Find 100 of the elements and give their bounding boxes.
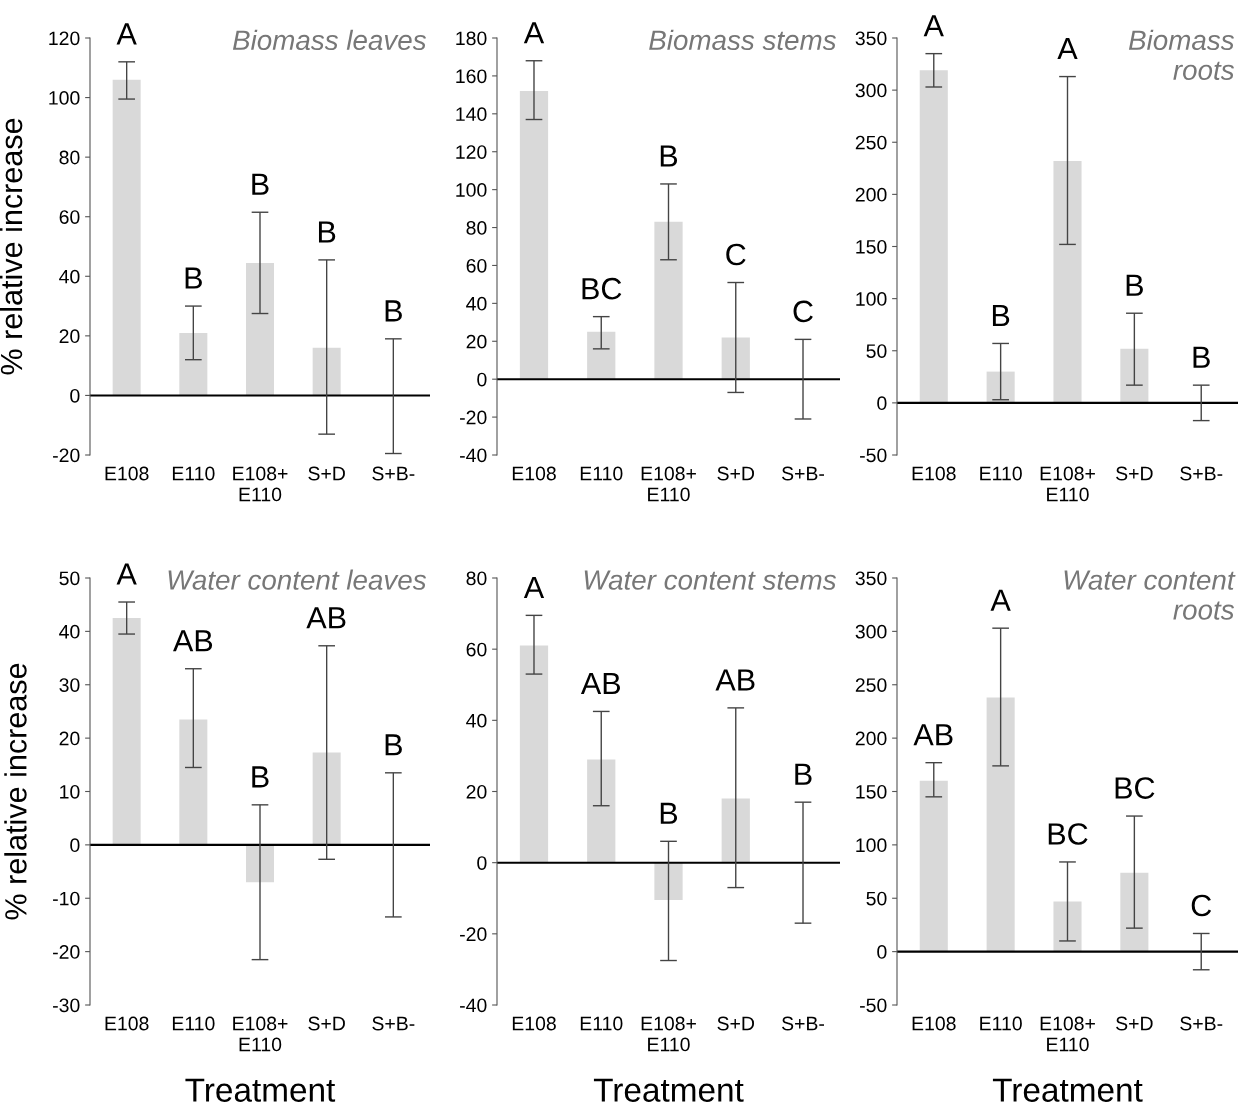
x-tick-label: E108: [105, 1016, 149, 1031]
y-tick-label: 100: [456, 183, 487, 197]
y-tick-label: -30: [53, 998, 80, 1013]
bar: [1053, 901, 1082, 952]
x-axis-title: Treatment: [593, 1078, 744, 1102]
y-tick-label: 20: [59, 329, 80, 344]
y-tick-label: 50: [866, 891, 887, 906]
annotation: B: [185, 267, 202, 289]
y-tick-label: 0: [877, 945, 887, 959]
annotation: BC: [1048, 823, 1088, 845]
y-tick-label: 0: [877, 396, 887, 411]
x-tick-label: S+B-: [372, 1016, 415, 1031]
annotation: C: [793, 300, 813, 323]
y-tick-label: 100: [856, 838, 887, 853]
x-tick-label: S+D: [717, 1016, 755, 1031]
bar: [312, 752, 341, 845]
y-tick-label: -40: [460, 998, 487, 1013]
chart-title: Water content stems: [584, 570, 837, 590]
y-tick-label: 60: [466, 642, 487, 657]
bar: [1120, 872, 1149, 952]
y-tick-label: -20: [460, 927, 487, 942]
x-tick-label: E108+ E110: [233, 466, 288, 502]
x-axis-title: Treatment: [992, 1078, 1143, 1102]
annotation: AB: [913, 724, 953, 746]
annotation: AB: [715, 669, 755, 691]
bar: [919, 780, 948, 952]
x-tick-label: E110: [172, 1016, 215, 1031]
x-tick-label: E108: [512, 1016, 556, 1031]
chart-title: Water content roots: [1064, 570, 1236, 620]
y-tick-label: 100: [856, 292, 887, 306]
annotation: C: [726, 243, 746, 266]
x-tick-label: E108: [912, 466, 956, 481]
annotation: AB: [306, 607, 346, 629]
x-tick-label: S+B-: [372, 466, 415, 481]
y-tick-label: 250: [855, 678, 887, 692]
y-tick-label: -10: [53, 891, 80, 906]
annotation: B: [252, 766, 269, 788]
y-axis-title: % relative increase: [0, 118, 23, 375]
y-tick-label: 0: [477, 856, 487, 870]
x-tick-label: E108+ E110: [233, 1016, 288, 1052]
chart-title: Biomass stems: [649, 29, 837, 51]
x-tick-label: S+B-: [782, 1016, 825, 1031]
annotation: A: [990, 589, 1011, 611]
bar: [179, 332, 208, 396]
annotation: C: [1191, 894, 1212, 917]
annotation: B: [1126, 274, 1143, 296]
y-tick-label: 150: [856, 784, 887, 799]
x-tick-label: E110: [980, 1016, 1022, 1031]
x-tick-label: E108: [105, 466, 149, 481]
y-tick-label: 80: [466, 571, 487, 586]
y-tick-label: -40: [460, 448, 487, 463]
bar: [587, 331, 616, 380]
y-tick-label: 140: [456, 107, 487, 122]
x-tick-label: E110: [580, 466, 623, 481]
y-tick-label: 10: [60, 784, 80, 799]
y-tick-label: 50: [866, 344, 887, 358]
x-tick-label: S+B-: [782, 466, 825, 481]
y-tick-label: 350: [855, 571, 887, 586]
y-tick-label: 0: [70, 388, 80, 403]
x-tick-label: E110: [172, 466, 215, 481]
y-tick-label: 120: [456, 145, 487, 159]
annotation: AB: [173, 630, 213, 652]
annotation: A: [523, 576, 545, 598]
y-tick-label: -50: [860, 448, 887, 463]
y-axis-title: % relative increase: [4, 663, 27, 920]
x-tick-label: E108+ E110: [641, 466, 696, 502]
annotation: A: [116, 23, 137, 45]
annotation: B: [318, 221, 336, 243]
x-axis-title: Treatment: [185, 1078, 336, 1102]
x-tick-label: E108: [512, 466, 556, 481]
x-tick-label: E108: [912, 1016, 956, 1031]
y-tick-label: 40: [466, 296, 487, 311]
y-tick-label: 20: [59, 731, 80, 746]
y-tick-label: 180: [456, 31, 487, 46]
y-tick-label: 60: [59, 210, 80, 224]
annotation: A: [116, 563, 137, 585]
annotation: A: [523, 22, 545, 44]
annotation: B: [1193, 346, 1210, 368]
annotation: B: [385, 300, 402, 322]
y-tick-label: 250: [855, 135, 887, 150]
x-tick-label: E108+ E110: [1040, 466, 1095, 502]
bar: [246, 262, 274, 396]
y-tick-label: 120: [49, 31, 80, 46]
bar: [112, 618, 141, 845]
bar: [721, 337, 750, 380]
y-tick-label: 50: [59, 571, 80, 586]
y-tick-label: 20: [466, 334, 487, 349]
y-tick-label: 0: [70, 838, 80, 853]
y-tick-label: 0: [477, 372, 487, 387]
chart-title: Biomass leaves: [232, 29, 427, 51]
x-tick-label: S+D: [308, 466, 345, 481]
bar: [312, 347, 341, 396]
x-tick-label: E110: [580, 1016, 623, 1031]
y-tick-label: 200: [855, 731, 887, 746]
x-tick-label: S+B-: [1180, 1016, 1223, 1031]
y-tick-label: -20: [53, 448, 80, 463]
chart-title: Biomass roots: [1128, 29, 1235, 80]
y-tick-label: 300: [855, 624, 887, 639]
annotation: B: [252, 173, 269, 195]
annotation: A: [923, 15, 944, 37]
